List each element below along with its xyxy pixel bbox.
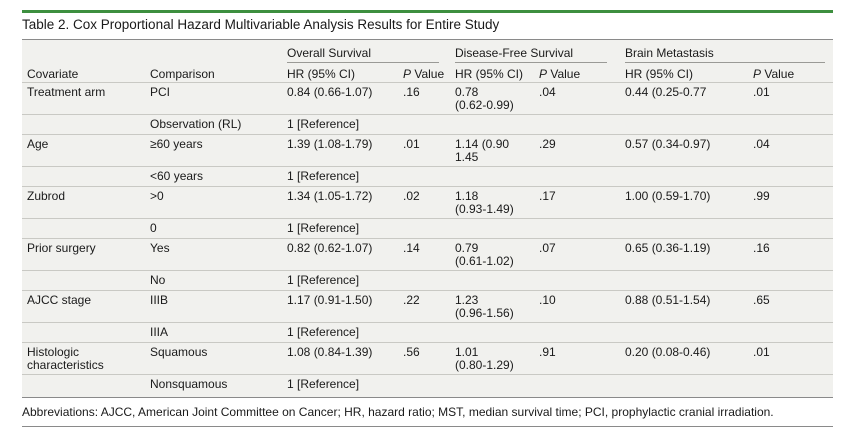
cell-comparison: IIIA: [150, 325, 169, 339]
row-divider: [22, 166, 833, 167]
row-divider: [22, 186, 833, 187]
cell-bm-p: .04: [753, 137, 770, 151]
cell-dfs-p: .04: [539, 85, 556, 99]
group-brain-metastasis: Brain Metastasis: [625, 46, 714, 60]
cell-dfs-hr-line2: 1.45: [455, 150, 479, 164]
cell-os-hr: 1 [Reference]: [287, 325, 360, 339]
cell-os-hr: 1.17 (0.91-1.50): [287, 293, 373, 307]
footnote-rule: [22, 426, 833, 427]
cell-comparison: Squamous: [150, 345, 208, 359]
col-header-bm-p: P Value: [753, 67, 795, 81]
row-divider: [22, 134, 833, 135]
group-underline-bm: [625, 62, 825, 63]
cell-comparison: >0: [150, 189, 164, 203]
cell-dfs-hr-line2: (0.62-0.99): [455, 98, 514, 112]
cell-dfs-hr-line2: (0.61-1.02): [455, 254, 514, 268]
cell-dfs-hr-line2: (0.96-1.56): [455, 306, 514, 320]
cell-comparison: Observation (RL): [150, 117, 242, 131]
cell-os-hr: 0.82 (0.62-1.07): [287, 241, 373, 255]
cell-dfs-hr: 1.23: [455, 293, 479, 307]
cell-bm-hr: 0.88 (0.51-1.54): [625, 293, 711, 307]
row-divider: [22, 114, 833, 115]
cell-dfs-hr: 1.01: [455, 345, 479, 359]
cell-comparison: Yes: [150, 241, 170, 255]
row-divider: [22, 342, 833, 343]
cell-dfs-p: .91: [539, 345, 556, 359]
cell-dfs-p: .07: [539, 241, 556, 255]
footnote: Abbreviations: AJCC, American Joint Comm…: [22, 405, 774, 419]
cell-dfs-hr-line2: (0.80-1.29): [455, 358, 514, 372]
cell-covariate: Zubrod: [27, 189, 66, 203]
cell-bm-hr: 0.57 (0.34-0.97): [625, 137, 711, 151]
group-overall-survival: Overall Survival: [287, 46, 372, 60]
cell-os-hr: 0.84 (0.66-1.07): [287, 85, 373, 99]
row-divider: [22, 238, 833, 239]
cell-os-hr: 1 [Reference]: [287, 377, 360, 391]
accent-rule: [22, 10, 833, 13]
cell-bm-p: .01: [753, 345, 770, 359]
cell-covariate-line2: characteristics: [27, 358, 104, 372]
cell-os-hr: 1 [Reference]: [287, 169, 360, 183]
cell-dfs-p: .29: [539, 137, 556, 151]
col-header-comparison: Comparison: [150, 67, 215, 81]
table-panel: Overall Survival Disease-Free Survival B…: [22, 39, 833, 398]
row-divider: [22, 218, 833, 219]
cell-os-p: .16: [403, 85, 420, 99]
cell-covariate: Prior surgery: [27, 241, 96, 255]
col-header-os-p: P Value: [403, 67, 445, 81]
cell-os-p: .14: [403, 241, 420, 255]
cell-comparison: 0: [150, 221, 157, 235]
cell-covariate: Age: [27, 137, 49, 151]
col-header-dfs-hr: HR (95% CI): [455, 67, 524, 81]
group-disease-free-survival: Disease-Free Survival: [455, 46, 574, 60]
table-title: Table 2. Cox Proportional Hazard Multiva…: [22, 17, 500, 32]
cell-os-p: .02: [403, 189, 420, 203]
cell-covariate: AJCC stage: [27, 293, 92, 307]
cell-dfs-hr-line2: (0.93-1.49): [455, 202, 514, 216]
cell-dfs-hr: 1.18: [455, 189, 479, 203]
cell-bm-p: .99: [753, 189, 770, 203]
col-header-os-hr: HR (95% CI): [287, 67, 356, 81]
cell-os-hr: 1 [Reference]: [287, 117, 360, 131]
cell-bm-hr: 1.00 (0.59-1.70): [625, 189, 711, 203]
cell-bm-hr: 0.20 (0.08-0.46): [625, 345, 711, 359]
cell-bm-hr: 0.44 (0.25-0.77: [625, 85, 707, 99]
cell-bm-p: .16: [753, 241, 770, 255]
cell-bm-hr: 0.65 (0.36-1.19): [625, 241, 711, 255]
cell-dfs-hr: 0.79: [455, 241, 479, 255]
col-header-bm-hr: HR (95% CI): [625, 67, 694, 81]
cell-comparison: No: [150, 273, 166, 287]
cell-dfs-hr: 0.78: [455, 85, 479, 99]
cell-comparison: <60 years: [150, 169, 204, 183]
cell-covariate: Treatment arm: [27, 85, 106, 99]
cell-os-p: .22: [403, 293, 420, 307]
cell-comparison: IIIB: [150, 293, 169, 307]
cell-os-p: .01: [403, 137, 420, 151]
row-divider: [22, 374, 833, 375]
cell-covariate: Histologic: [27, 345, 80, 359]
cell-os-p: .56: [403, 345, 420, 359]
cell-dfs-p: .17: [539, 189, 556, 203]
cell-os-hr: 1 [Reference]: [287, 273, 360, 287]
cell-bm-p: .01: [753, 85, 770, 99]
header-divider: [22, 82, 833, 83]
cell-os-hr: 1.08 (0.84-1.39): [287, 345, 373, 359]
cell-comparison: ≥60 years: [150, 137, 203, 151]
cell-comparison: PCI: [150, 85, 171, 99]
cell-os-hr: 1.39 (1.08-1.79): [287, 137, 373, 151]
cell-dfs-p: .10: [539, 293, 556, 307]
col-header-covariate: Covariate: [27, 67, 79, 81]
cell-dfs-hr: 1.14 (0.90: [455, 137, 510, 151]
group-underline-dfs: [455, 62, 607, 63]
row-divider: [22, 270, 833, 271]
col-header-dfs-p: P Value: [539, 67, 581, 81]
group-underline-os: [287, 62, 439, 63]
cell-bm-p: .65: [753, 293, 770, 307]
cell-comparison: Nonsquamous: [150, 377, 228, 391]
row-divider: [22, 322, 833, 323]
cell-os-hr: 1 [Reference]: [287, 221, 360, 235]
cell-os-hr: 1.34 (1.05-1.72): [287, 189, 373, 203]
row-divider: [22, 290, 833, 291]
